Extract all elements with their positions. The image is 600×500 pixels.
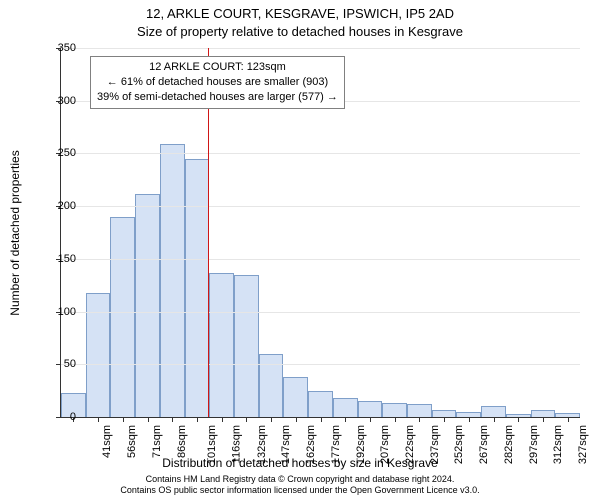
attribution-line2: Contains OS public sector information li…: [120, 485, 479, 495]
x-tick-label: 237sqm: [429, 425, 441, 464]
grid-line: [61, 259, 580, 260]
histogram-bar: [234, 275, 259, 417]
histogram-bar: [110, 217, 135, 417]
y-tick-label: 150: [36, 253, 76, 265]
x-tick-mark: [98, 417, 99, 422]
x-tick-label: 267sqm: [478, 425, 490, 464]
grid-line: [61, 312, 580, 313]
x-tick-mark: [345, 417, 346, 422]
callout-line1: 12 ARKLE COURT: 123sqm: [97, 60, 338, 75]
y-tick-label: 100: [36, 306, 76, 318]
grid-line: [61, 153, 580, 154]
callout-box: 12 ARKLE COURT: 123sqm← 61% of detached …: [90, 56, 345, 109]
y-tick-label: 200: [36, 200, 76, 212]
x-tick-label: 252sqm: [453, 425, 465, 464]
y-tick-label: 300: [36, 95, 76, 107]
x-tick-mark: [395, 417, 396, 422]
histogram-bar: [209, 273, 234, 417]
y-tick-label: 0: [36, 411, 76, 423]
grid-line: [61, 364, 580, 365]
histogram-bar: [407, 404, 432, 417]
attribution-line1: Contains HM Land Registry data © Crown c…: [146, 474, 455, 484]
x-tick-mark: [494, 417, 495, 422]
x-tick-mark: [271, 417, 272, 422]
x-tick-label: 327sqm: [577, 425, 589, 464]
x-tick-label: 297sqm: [528, 425, 540, 464]
x-tick-mark: [370, 417, 371, 422]
x-tick-label: 177sqm: [330, 425, 342, 464]
x-tick-label: 282sqm: [503, 425, 515, 464]
x-tick-label: 101sqm: [206, 425, 218, 464]
histogram-bar: [185, 159, 210, 417]
x-tick-label: 116sqm: [230, 425, 242, 463]
x-tick-mark: [197, 417, 198, 422]
chart-title-line1: 12, ARKLE COURT, KESGRAVE, IPSWICH, IP5 …: [0, 6, 600, 21]
histogram-bar: [283, 377, 308, 417]
x-tick-mark: [321, 417, 322, 422]
x-tick-label: 162sqm: [305, 425, 317, 464]
x-tick-mark: [518, 417, 519, 422]
x-tick-mark: [148, 417, 149, 422]
grid-line: [61, 206, 580, 207]
x-tick-label: 207sqm: [379, 425, 391, 464]
x-tick-label: 41sqm: [101, 425, 113, 458]
callout-line2: ← 61% of detached houses are smaller (90…: [97, 75, 338, 90]
histogram-bar: [333, 398, 358, 417]
x-tick-mark: [296, 417, 297, 422]
x-tick-label: 312sqm: [552, 425, 564, 464]
histogram-bar: [358, 401, 383, 417]
x-tick-label: 222sqm: [404, 425, 416, 464]
y-tick-label: 250: [36, 147, 76, 159]
x-tick-mark: [419, 417, 420, 422]
x-tick-label: 86sqm: [176, 425, 188, 458]
histogram-bar: [531, 410, 556, 417]
y-tick-label: 350: [36, 42, 76, 54]
attribution-text: Contains HM Land Registry data © Crown c…: [0, 474, 600, 496]
histogram-bar: [308, 391, 333, 417]
x-tick-label: 132sqm: [256, 425, 268, 464]
y-axis-label: Number of detached properties: [8, 150, 22, 315]
x-tick-mark: [172, 417, 173, 422]
histogram-bar: [481, 406, 506, 417]
histogram-bar: [432, 410, 457, 417]
x-tick-mark: [246, 417, 247, 422]
grid-line: [61, 48, 580, 49]
x-tick-mark: [469, 417, 470, 422]
chart-title-line2: Size of property relative to detached ho…: [0, 24, 600, 39]
histogram-bar: [135, 194, 160, 418]
callout-line3: 39% of semi-detached houses are larger (…: [97, 90, 338, 105]
histogram-bar: [382, 403, 407, 417]
x-tick-mark: [222, 417, 223, 422]
y-tick-label: 50: [36, 358, 76, 370]
x-tick-label: 192sqm: [355, 425, 367, 464]
x-tick-mark: [123, 417, 124, 422]
x-tick-mark: [543, 417, 544, 422]
x-tick-mark: [444, 417, 445, 422]
x-tick-label: 56sqm: [126, 425, 138, 458]
x-tick-mark: [568, 417, 569, 422]
x-tick-label: 71sqm: [151, 425, 163, 458]
histogram-bar: [259, 354, 284, 417]
histogram-bar: [160, 144, 185, 417]
x-tick-label: 147sqm: [280, 425, 292, 464]
